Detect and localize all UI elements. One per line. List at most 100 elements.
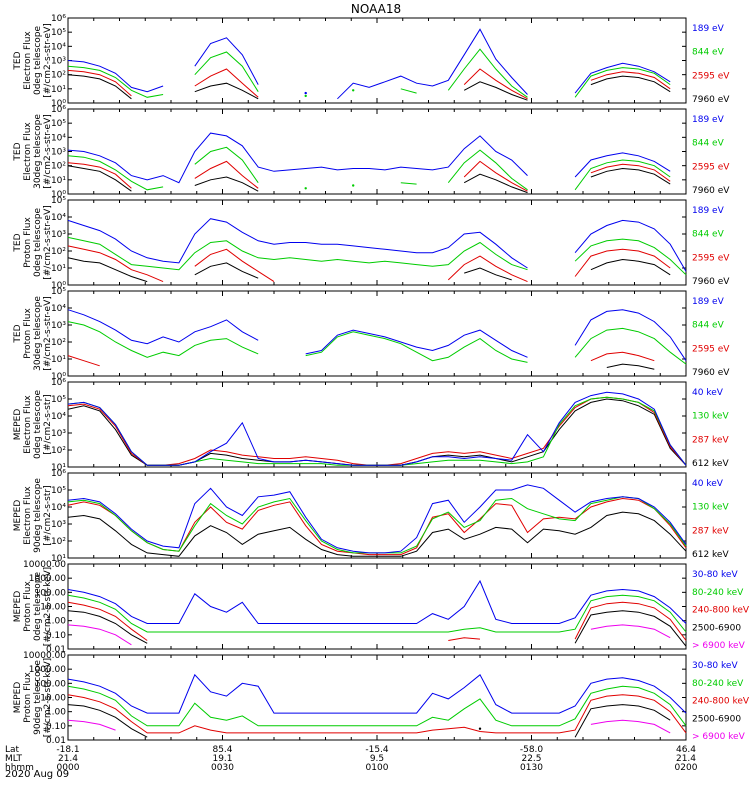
y-tick-label: 10¹ [51,85,66,95]
y-axis-label: MEPEDElectron Flux0deg telescope[#/cm2-s… [13,390,53,460]
panel-frame [67,290,687,377]
series-line-3 [67,496,687,554]
legend-entry: 189 eV [692,206,725,216]
series-point-3 [304,94,307,98]
chart-title: NOAA18 [351,2,401,16]
legend-entry: 287 keV [692,526,729,536]
panel-frame [67,17,687,104]
legend-entry: 80-240 keV [692,588,744,598]
y-tick-label: 10⁴ [51,42,66,52]
y-tick-label: 10² [51,338,66,348]
legend-entry: 7960 eV [692,368,730,378]
series-line-3 [67,694,687,734]
series-line-1 [590,75,671,93]
series-line-2 [67,497,687,556]
y-tick-label: 10¹ [51,355,66,365]
series-line-2 [67,610,148,644]
legend-entry: 844 eV [692,321,725,331]
y-tick-label: 10⁵ [51,486,66,496]
y-tick-label: 10² [51,446,66,456]
series-line-2 [447,255,528,283]
series-line-4 [67,594,687,633]
y-tick-label: 10³ [51,321,66,331]
legend-entry: 7960 eV [692,95,730,105]
series-line-3 [400,182,417,185]
x-tick-label-mlt: 21.4 [676,754,696,764]
series-line-4 [574,152,671,178]
legend-entry: 240-800 keV [692,697,750,707]
series-line-1 [67,257,148,283]
y-axis-label: TEDElectron Flux30deg telescope[#/cm2-s-… [13,114,53,189]
x-tick-label-mlt: 9.5 [370,754,384,764]
x-row-label: MLT [5,754,23,764]
y-tick-label: 10¹ [51,264,66,274]
y-axis-label-line: Proton Flux [23,308,33,359]
y-axis-label-line: [#/cm2-s-str-keV] [43,567,53,646]
y-tick-label: 10³ [51,429,66,439]
series-line-3 [67,65,164,98]
y-tick-label: 10⁴ [51,213,66,223]
y-tick-label: 10⁶ [51,378,66,388]
series-line-2 [463,160,528,192]
series-line-3 [574,67,671,98]
y-tick-label: 10⁰ [51,99,66,109]
series-line-1 [590,258,671,276]
y-tick-label: 10⁴ [51,412,66,422]
y-tick-label: 10⁵ [51,196,66,206]
x-tick-label-hhmm: 0130 [520,763,543,773]
y-axis-label: MEPEDProton Flux90deg telescope[#/cm2-s-… [13,658,53,737]
legend-entry: 130 keV [692,412,729,422]
y-axis-label: MEPEDProton Flux0deg telescope[#/cm2-s-s… [13,567,53,646]
series-line-5 [67,579,687,624]
panel-frame [67,563,687,650]
series-point-3 [304,187,307,190]
y-axis-label-line: Proton Flux [23,581,33,632]
series-line-4 [67,132,528,184]
y-axis-label-line: TED [13,51,23,70]
y-tick-label: 1.00 [46,708,66,718]
x-tick-label-hhmm: 0000 [57,763,80,773]
y-axis-label-line: TED [13,233,23,252]
x-row-label: hhmm [5,763,34,773]
series-line-3 [447,48,528,98]
series-line-4 [67,484,687,554]
y-axis-label-line: MEPED [13,591,23,623]
series-line-3 [194,51,259,92]
series-line-3 [400,88,417,94]
y-axis-label-line: [#/cm2-s-str] [43,485,53,545]
series-line-1 [606,363,655,370]
series-line-1 [464,267,512,281]
y-axis-label-line: TED [13,324,23,343]
y-axis-label: TEDProton Flux30deg telescope[#/cm2-s-st… [13,296,53,371]
y-axis-label: TEDProton Flux0deg telescope[#/cm2-s-str… [13,205,53,280]
x-tick-label-mlt: 21.4 [58,754,78,764]
series-line-3 [67,601,148,641]
series-line-2 [67,69,132,97]
x-tick-label-lat: 46.4 [676,745,696,755]
series-line-2 [574,248,671,277]
legend-entry: 844 eV [692,139,725,149]
y-tick-label: 10⁶ [51,14,66,24]
y-axis-label-line: 90deg telescope [33,660,43,735]
y-tick-label: 0.10 [46,631,66,641]
y-tick-label: 10³ [51,230,66,240]
x-tick-label-lat: 85.4 [212,745,232,755]
y-tick-label: 10⁰ [51,372,66,382]
legend-entry: 7960 eV [692,277,730,287]
series-line-3 [305,331,528,363]
x-tick-label-lat: -15.4 [365,745,389,755]
series-line-2 [590,163,671,182]
series-line-2 [67,162,132,189]
y-tick-label: 1000.00 [29,665,66,675]
series-line-1 [194,82,259,100]
series-line-3 [574,601,687,641]
series-line-2 [67,355,100,367]
y-axis-label-line: 0deg telescope [33,26,43,96]
series-line-1 [463,173,528,194]
y-tick-label: 10⁰ [51,281,66,291]
y-tick-label: 10⁵ [51,119,66,129]
legend-entry: 130 keV [692,503,729,513]
series-line-1 [67,74,132,100]
